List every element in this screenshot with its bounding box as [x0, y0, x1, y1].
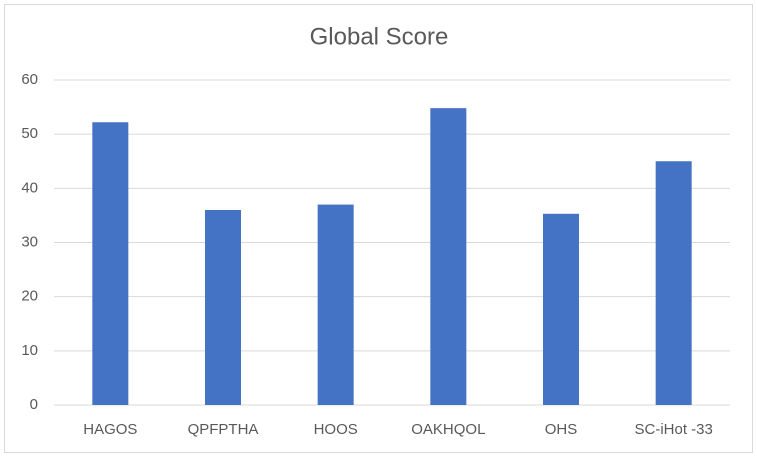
y-tick-label: 60 — [21, 71, 38, 88]
x-tick-label: OHS — [545, 421, 578, 438]
x-tick-label: OAKHQOL — [411, 421, 485, 438]
x-tick-label: HAGOS — [83, 421, 137, 438]
chart-border — [4, 4, 753, 453]
bar — [205, 210, 241, 405]
bar — [317, 204, 354, 405]
bar — [430, 108, 467, 406]
bar — [543, 213, 579, 405]
bar — [92, 122, 129, 405]
y-tick-label: 50 — [21, 125, 38, 142]
y-tick-label: 30 — [21, 233, 38, 250]
chart-title: Global Score — [310, 23, 449, 50]
x-tick-label: HOOS — [314, 421, 358, 438]
y-tick-label: 0 — [30, 396, 38, 413]
y-tick-label: 10 — [21, 342, 38, 359]
y-tick-label: 40 — [21, 179, 38, 196]
bar — [655, 161, 692, 405]
x-tick-label: QPFPTHA — [188, 421, 259, 438]
y-tick-label: 20 — [21, 288, 38, 305]
x-tick-label: SC-iHot -33 — [634, 421, 712, 438]
